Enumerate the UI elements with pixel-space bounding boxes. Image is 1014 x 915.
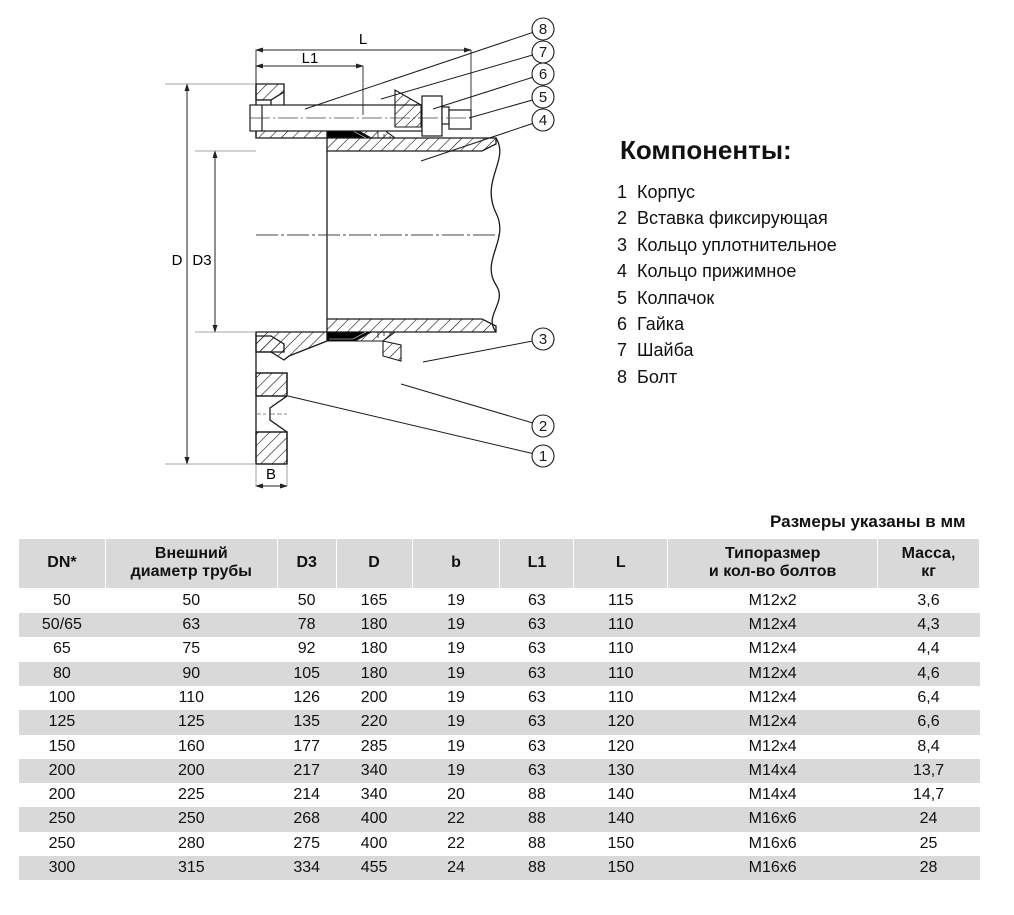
svg-text:L: L <box>359 31 367 48</box>
svg-text:3: 3 <box>539 331 547 348</box>
svg-text:4: 4 <box>539 112 547 129</box>
svg-text:5: 5 <box>539 89 547 106</box>
svg-text:B: B <box>266 466 276 483</box>
svg-text:8: 8 <box>539 21 547 38</box>
svg-text:1: 1 <box>539 448 547 465</box>
svg-text:7: 7 <box>539 44 547 61</box>
svg-text:D3: D3 <box>192 252 211 269</box>
svg-text:L1: L1 <box>302 50 319 67</box>
svg-text:2: 2 <box>539 418 547 435</box>
svg-text:6: 6 <box>539 66 547 83</box>
svg-text:D: D <box>172 252 183 269</box>
